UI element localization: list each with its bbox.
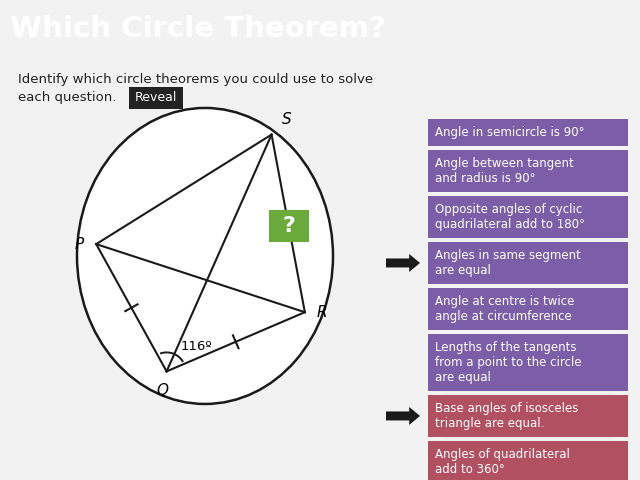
- FancyBboxPatch shape: [428, 395, 628, 437]
- Text: Angle between tangent: Angle between tangent: [435, 157, 573, 170]
- Text: ?: ?: [283, 216, 296, 236]
- Text: each question.: each question.: [18, 91, 116, 104]
- FancyBboxPatch shape: [428, 334, 628, 391]
- Polygon shape: [386, 254, 420, 272]
- Text: Angles in same segment: Angles in same segment: [435, 249, 581, 262]
- Text: and radius is 90°: and radius is 90°: [435, 172, 536, 185]
- FancyBboxPatch shape: [428, 196, 628, 238]
- Text: are equal: are equal: [435, 371, 491, 384]
- Text: add to 360°: add to 360°: [435, 463, 505, 476]
- Text: triangle are equal.: triangle are equal.: [435, 417, 545, 430]
- FancyBboxPatch shape: [269, 210, 309, 242]
- Ellipse shape: [77, 108, 333, 404]
- FancyBboxPatch shape: [428, 119, 628, 146]
- Text: Identify which circle theorems you could use to solve: Identify which circle theorems you could…: [18, 73, 373, 86]
- Text: 116º: 116º: [180, 340, 212, 353]
- Text: from a point to the circle: from a point to the circle: [435, 356, 582, 369]
- FancyBboxPatch shape: [428, 441, 628, 480]
- Text: Angle at centre is twice: Angle at centre is twice: [435, 295, 574, 308]
- Text: angle at circumference: angle at circumference: [435, 310, 572, 323]
- Text: R: R: [317, 305, 328, 320]
- Text: quadrilateral add to 180°: quadrilateral add to 180°: [435, 218, 585, 231]
- Text: Angles of quadrilateral: Angles of quadrilateral: [435, 448, 570, 461]
- Text: are equal: are equal: [435, 264, 491, 277]
- Text: Q: Q: [157, 384, 168, 398]
- FancyBboxPatch shape: [428, 150, 628, 192]
- Text: Lengths of the tangents: Lengths of the tangents: [435, 341, 577, 354]
- FancyBboxPatch shape: [428, 288, 628, 330]
- Text: Opposite angles of cyclic: Opposite angles of cyclic: [435, 203, 582, 216]
- FancyBboxPatch shape: [428, 242, 628, 284]
- Text: Reveal: Reveal: [135, 92, 177, 105]
- FancyBboxPatch shape: [129, 87, 183, 109]
- Polygon shape: [386, 407, 420, 425]
- Text: Base angles of isosceles: Base angles of isosceles: [435, 402, 579, 415]
- Text: Which Circle Theorem?: Which Circle Theorem?: [10, 15, 385, 43]
- Text: P: P: [75, 237, 84, 252]
- Text: S: S: [282, 111, 291, 127]
- Text: Angle in semicircle is 90°: Angle in semicircle is 90°: [435, 126, 584, 139]
